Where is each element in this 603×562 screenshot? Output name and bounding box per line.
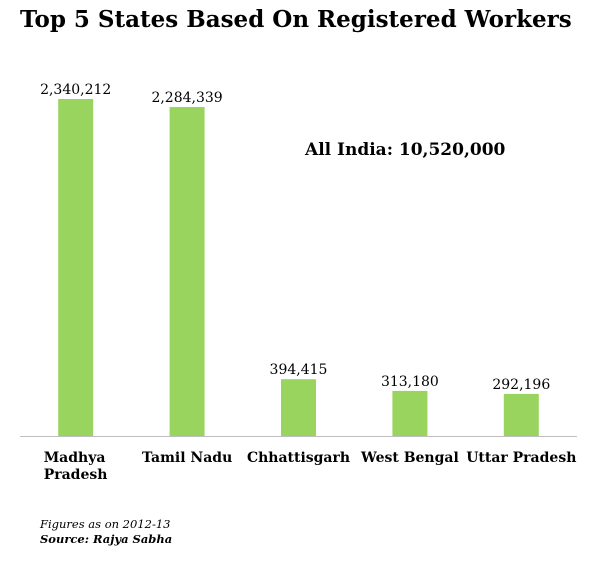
category-label: Tamil Nadu xyxy=(142,450,232,466)
data-labels-layer: 2,340,212 2,284,339 394,415 313,180 292,196 xyxy=(40,82,550,393)
all-india-annotation: All India: 10,520,000 xyxy=(304,140,506,160)
data-label: 292,196 xyxy=(492,377,550,393)
category-label: West Bengal xyxy=(360,450,459,466)
bars-layer xyxy=(58,99,539,437)
category-label: Madhya Pradesh xyxy=(44,450,108,483)
data-label: 313,180 xyxy=(381,374,439,390)
bar xyxy=(392,390,428,436)
category-label: Chhattisgarh xyxy=(247,450,350,466)
data-label: 394,415 xyxy=(270,362,328,378)
bar xyxy=(169,107,205,437)
bar xyxy=(281,379,316,436)
footnote-source: Source: Rajya Sabha xyxy=(40,532,172,546)
footnote-note: Figures as on 2012-13 xyxy=(39,517,170,531)
data-label: 2,340,212 xyxy=(40,82,111,98)
bar xyxy=(58,99,94,436)
category-label: Uttar Pradesh xyxy=(466,450,576,466)
category-labels-layer: Madhya Pradesh Tamil Nadu Chhattisgarh West … xyxy=(44,450,577,483)
data-label: 2,284,339 xyxy=(151,90,222,106)
bar xyxy=(503,393,539,436)
chart-title: Top 5 States Based On Registered Workers xyxy=(20,6,572,33)
